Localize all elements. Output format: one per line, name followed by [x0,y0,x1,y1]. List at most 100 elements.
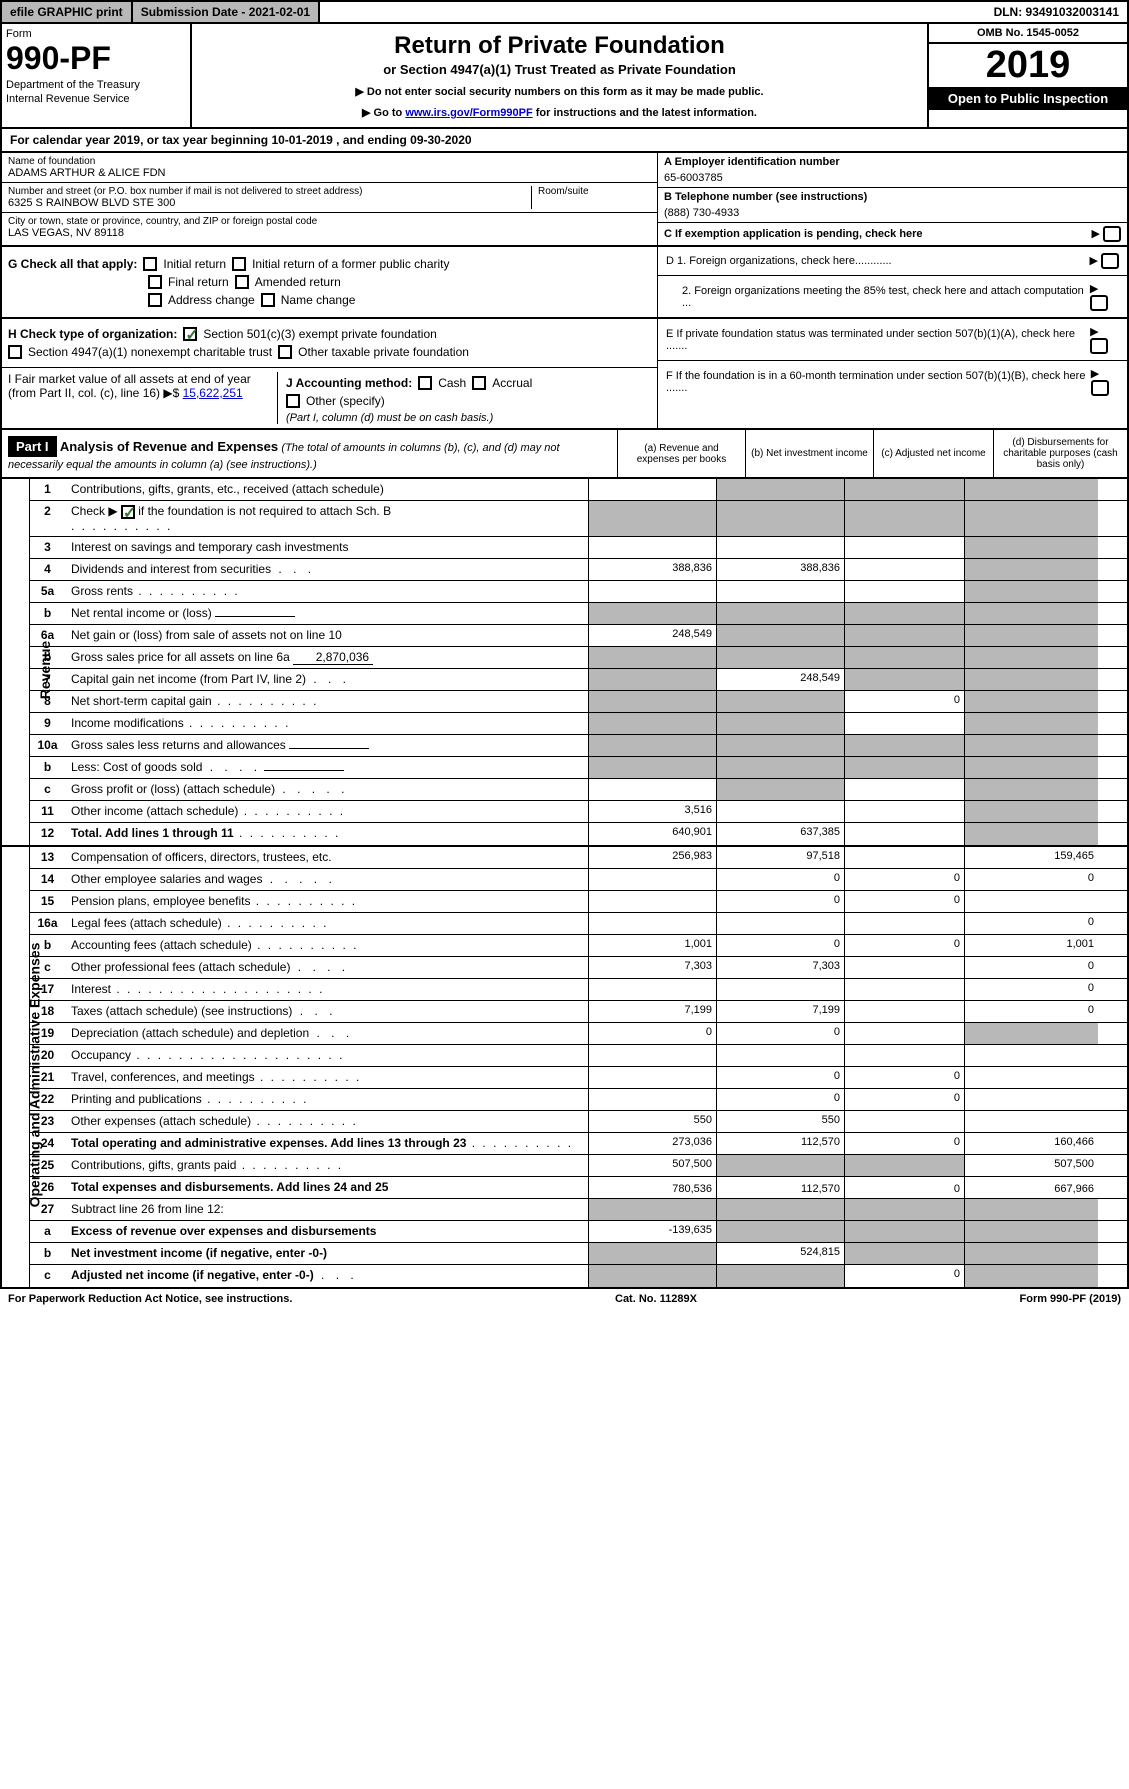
name-label: Name of foundation [8,156,651,167]
form-title: Return of Private Foundation [200,32,919,60]
row-6a: 6aNet gain or (loss) from sale of assets… [30,625,1127,647]
row-5a: 5aGross rents [30,581,1127,603]
other-taxable-checkbox[interactable] [278,345,292,359]
sch-b-checkbox[interactable] [121,505,135,519]
other-method-label: Other (specify) [306,394,385,408]
instr-ssn: ▶ Do not enter social security numbers o… [200,85,919,98]
row-21: 21Travel, conferences, and meetings00 [30,1067,1127,1089]
col-c-header: (c) Adjusted net income [873,430,993,477]
name-change-checkbox[interactable] [261,293,275,307]
calendar-year-row: For calendar year 2019, or tax year begi… [0,129,1129,153]
d1-row: D 1. Foreign organizations, check here..… [658,247,1127,276]
cat-number: Cat. No. 11289X [615,1293,697,1305]
ein-label: A Employer identification number [664,156,1121,168]
d2-label: 2. Foreign organizations meeting the 85%… [666,285,1090,309]
irs-link[interactable]: www.irs.gov/Form990PF [405,107,532,119]
501c3-checkbox[interactable] [183,327,197,341]
row-3: 3Interest on savings and temporary cash … [30,537,1127,559]
d1-label: D 1. Foreign organizations, check here..… [666,255,892,267]
row-10c: cGross profit or (loss) (attach schedule… [30,779,1127,801]
expenses-rows: 13Compensation of officers, directors, t… [30,847,1127,1287]
d2-arrow: ▶ [1090,282,1119,311]
address: 6325 S RAINBOW BLVD STE 300 [8,197,531,209]
instr-suffix: for instructions and the latest informat… [533,107,757,119]
expenses-side-label: Operating and Administrative Expenses [2,847,30,1287]
expenses-table: Operating and Administrative Expenses 13… [0,847,1129,1289]
amended-label: Amended return [255,275,341,289]
h-label: H Check type of organization: [8,327,177,341]
col-a-header: (a) Revenue and expenses per books [617,430,745,477]
f-row: F If the foundation is in a 60-month ter… [658,361,1127,402]
hij-left: H Check type of organization: Section 50… [2,319,657,428]
cash-checkbox[interactable] [418,376,432,390]
row-2: 2Check ▶ if the foundation is not requir… [30,501,1127,537]
dln-label: DLN: 93491032003141 [986,2,1127,22]
d1-arrow: ▶ [1089,253,1119,269]
header-center: Return of Private Foundation or Section … [192,24,927,127]
row-16a: 16aLegal fees (attach schedule)0 [30,913,1127,935]
j-label: J Accounting method: [286,376,412,390]
e-checkbox[interactable] [1090,338,1108,354]
revenue-table: Revenue 1Contributions, gifts, grants, e… [0,479,1129,847]
row-14: 14Other employee salaries and wages . . … [30,869,1127,891]
cash-label: Cash [438,376,466,390]
name-change-label: Name change [281,293,356,307]
info-section: Name of foundation ADAMS ARTHUR & ALICE … [0,153,1129,247]
form-subtitle: or Section 4947(a)(1) Trust Treated as P… [200,62,919,77]
row-27b: bNet investment income (if negative, ent… [30,1243,1127,1265]
phone-label: B Telephone number (see instructions) [664,191,1121,203]
address-checkbox[interactable] [148,293,162,307]
other-method-checkbox[interactable] [286,394,300,408]
dept-irs: Internal Revenue Service [6,93,186,105]
top-bar: efile GRAPHIC print Submission Date - 20… [0,0,1129,24]
final-label: Final return [168,275,229,289]
row-4: 4Dividends and interest from securities … [30,559,1127,581]
phone-row: B Telephone number (see instructions) (8… [658,188,1127,223]
expenses-text: Operating and Administrative Expenses [26,942,42,1207]
row-27c: cAdjusted net income (if negative, enter… [30,1265,1127,1287]
row-27: 27Subtract line 26 from line 12: [30,1199,1127,1221]
header-left: Form 990-PF Department of the Treasury I… [2,24,192,127]
row-17: 17Interest0 [30,979,1127,1001]
other-taxable-label: Other taxable private foundation [298,345,469,359]
accrual-label: Accrual [492,376,532,390]
row-8: 8Net short-term capital gain0 [30,691,1127,713]
row-16b: bAccounting fees (attach schedule)1,0010… [30,935,1127,957]
accrual-checkbox[interactable] [472,376,486,390]
row-27a: aExcess of revenue over expenses and dis… [30,1221,1127,1243]
address-row: Number and street (or P.O. box number if… [2,183,657,213]
instr-prefix: ▶ Go to [362,107,405,119]
ein-row: A Employer identification number 65-6003… [658,153,1127,188]
form-label: Form [6,28,186,40]
initial-checkbox[interactable] [143,257,157,271]
d1-checkbox[interactable] [1101,253,1119,269]
tax-year: 2019 [929,44,1127,87]
exemption-label: C If exemption application is pending, c… [664,228,923,240]
ij-row: I Fair market value of all assets at end… [2,368,657,428]
part1-title-area: Part I Analysis of Revenue and Expenses … [2,430,617,477]
hij-section: H Check type of organization: Section 50… [0,319,1129,430]
info-right: A Employer identification number 65-6003… [657,153,1127,245]
amended-checkbox[interactable] [235,275,249,289]
checks-section: G Check all that apply: Initial return I… [0,247,1129,319]
g-label: G Check all that apply: [8,257,137,271]
row-26: 26Total expenses and disbursements. Add … [30,1177,1127,1199]
d2-row: 2. Foreign organizations meeting the 85%… [658,276,1127,317]
h-row: H Check type of organization: Section 50… [2,319,657,368]
g-row: G Check all that apply: Initial return I… [8,257,651,271]
checks-left: G Check all that apply: Initial return I… [2,247,657,317]
4947-checkbox[interactable] [8,345,22,359]
e-arrow: ▶ [1090,325,1119,354]
exemption-checkbox[interactable] [1103,226,1121,242]
row-15: 15Pension plans, employee benefits00 [30,891,1127,913]
e-row: E If private foundation status was termi… [658,319,1127,361]
initial-former-checkbox[interactable] [232,257,246,271]
foundation-name: ADAMS ARTHUR & ALICE FDN [8,167,651,179]
revenue-side-label: Revenue [2,479,30,845]
row-19: 19Depreciation (attach schedule) and dep… [30,1023,1127,1045]
row-23: 23Other expenses (attach schedule)550550 [30,1111,1127,1133]
final-checkbox[interactable] [148,275,162,289]
f-checkbox[interactable] [1091,380,1109,396]
exemption-arrow: ▶ [1091,226,1121,242]
d2-checkbox[interactable] [1090,295,1108,311]
